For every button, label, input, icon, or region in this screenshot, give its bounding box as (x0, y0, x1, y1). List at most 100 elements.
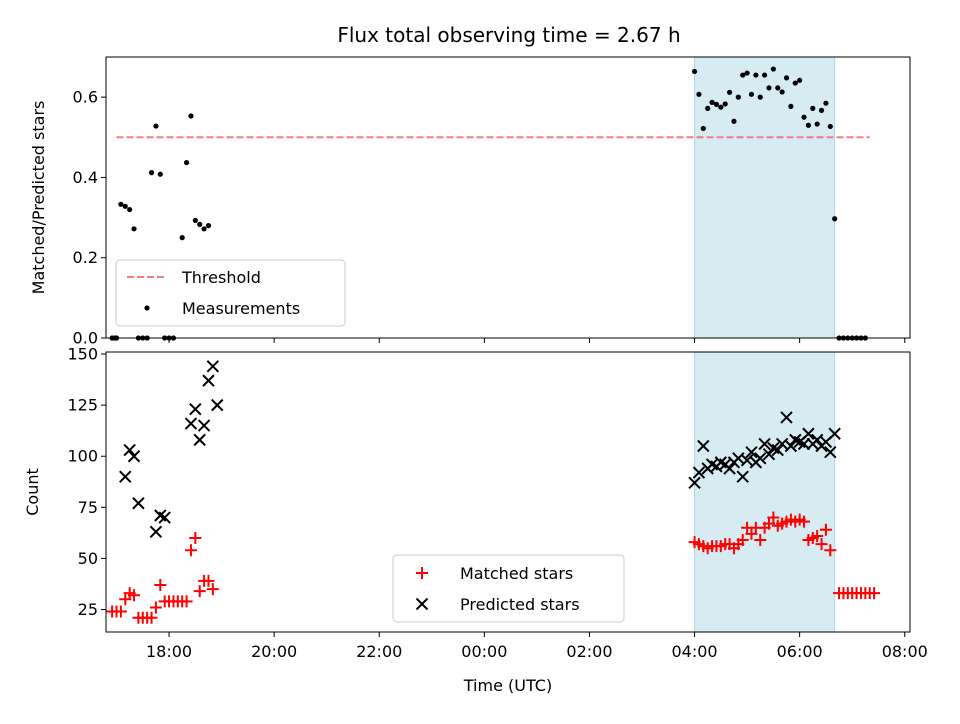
legend-measurements-label: Measurements (182, 299, 300, 318)
matched-star-point (180, 595, 193, 608)
top-panel: 0.0 0.2 0.4 0.6 Matched/Predicted stars Thres… (29, 56, 911, 348)
panel0-ytick-label: 0.0 (73, 329, 98, 348)
measurement-point (700, 125, 706, 132)
panel1-ytick-label: 25 (78, 600, 98, 619)
measurement-point (205, 223, 212, 229)
panel1-series-0 (106, 511, 881, 624)
predicted-star-point (745, 445, 758, 459)
matched-star-point (119, 593, 132, 606)
legend-predicted-label: Predicted stars (460, 595, 580, 614)
measurement-point (696, 91, 702, 97)
measurement-point (148, 170, 155, 176)
bottom-legend-box (392, 554, 625, 623)
predicted-star-point (771, 443, 784, 457)
xtick-label: 18:00 (146, 642, 192, 661)
panel0-ytick-label: 0.2 (73, 248, 98, 267)
matched-star-point (754, 534, 767, 547)
measurement-point (197, 221, 203, 227)
measurement-point (713, 101, 720, 107)
panel1-ytick-label: 150 (67, 345, 98, 364)
xtick-label: 06:00 (777, 642, 823, 661)
predicted-star-point (758, 437, 771, 451)
panel0-shaded-span (694, 56, 836, 339)
matched-star-point (811, 529, 824, 542)
measurement-point (705, 105, 711, 111)
bottom-legend: Matched stars Predicted stars (392, 554, 625, 623)
measurement-point (818, 107, 825, 113)
matched-star-point (154, 578, 167, 591)
panel1-ytick-label: 100 (67, 447, 98, 466)
xtick-label: 00:00 (461, 642, 507, 661)
matched-star-point (193, 585, 206, 598)
measurement-point (188, 113, 194, 119)
measurement-point (131, 226, 137, 232)
measurement-point (118, 201, 124, 207)
matched-star-point (736, 534, 749, 547)
predicted-star-point (193, 433, 206, 447)
predicted-star-point (149, 525, 163, 539)
top-legend: Threshold Measurements (115, 259, 346, 327)
measurement-point (788, 103, 794, 109)
measurement-point (779, 89, 785, 95)
predicted-star-point (158, 511, 171, 524)
panel0-ytick-label: 0.4 (73, 168, 98, 187)
measurement-point (753, 72, 759, 78)
measurement-point (814, 121, 820, 127)
measurement-point (748, 91, 755, 97)
legend-threshold-label: Threshold (181, 268, 261, 287)
predicted-star-point (197, 419, 211, 432)
predicted-star-point (119, 470, 132, 483)
matched-star-point (815, 538, 828, 551)
measurement-point (832, 216, 838, 222)
matched-star-point (145, 611, 158, 624)
legend-matched-swatch (416, 567, 428, 579)
matched-star-point (762, 517, 775, 530)
matched-star-point (206, 583, 219, 596)
bottom-panel: 25 50 75 100 125 150 18:00 20:00 22:00 00:00 02:00… (23, 345, 928, 695)
predicted-star-point (202, 374, 215, 387)
measurement-point (762, 72, 768, 78)
measurement-point (731, 118, 737, 124)
matched-star-point (184, 544, 197, 557)
matched-star-point (114, 605, 127, 618)
figure-title: Flux total observing time = 2.67 h (337, 23, 680, 47)
measurement-point (740, 72, 746, 78)
x-axis-label: Time (UTC) (463, 676, 552, 695)
measurement-point (766, 85, 772, 91)
xtick-label: 02:00 (566, 642, 612, 661)
panel1-ytick-label: 75 (78, 498, 98, 517)
measurement-point (709, 99, 715, 105)
measurement-point (183, 159, 190, 166)
measurement-point (691, 68, 698, 75)
measurement-point (783, 75, 790, 81)
measurement-point (153, 123, 159, 129)
predicted-star-point (688, 476, 701, 490)
measurement-point (744, 70, 750, 76)
measurement-point (722, 101, 728, 107)
panel1-series-1 (119, 360, 841, 539)
legend-measurements-swatch (144, 305, 150, 311)
measurement-point (726, 89, 733, 95)
predicted-star-point (697, 439, 710, 453)
panel1-axes-frame (105, 351, 911, 633)
predicted-star-point (780, 411, 793, 424)
measurement-point (735, 94, 741, 100)
matched-star-point (189, 531, 202, 544)
matched-star-point (868, 587, 881, 600)
predicted-star-point (189, 403, 202, 416)
measurement-point (122, 203, 128, 209)
legend-matched-label: Matched stars (460, 564, 573, 583)
legend-predicted-swatch (415, 597, 429, 611)
measurement-point (810, 105, 816, 111)
matched-star-point (824, 544, 837, 557)
panel0-y-axis-label: Matched/Predicted stars (29, 101, 48, 295)
measurement-point (757, 94, 763, 100)
predicted-star-point (828, 427, 841, 440)
measurement-point (179, 235, 185, 241)
predicted-star-point (206, 360, 220, 373)
predicted-star-point (784, 439, 798, 453)
measurement-point (775, 85, 781, 91)
panel0-ytick-label: 0.6 (73, 88, 98, 107)
